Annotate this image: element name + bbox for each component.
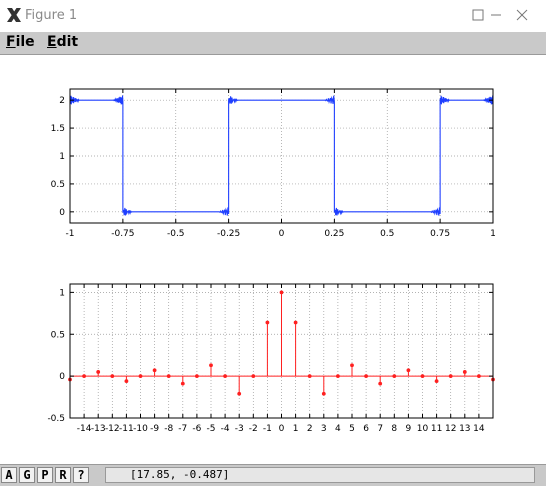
x-tick-label: -2 [249, 424, 258, 434]
x-tick-label: -0.75 [111, 229, 134, 239]
stem-marker [434, 379, 439, 384]
stem-marker [406, 368, 411, 373]
x-app-icon [7, 8, 21, 22]
stem-marker [82, 374, 86, 379]
stem-marker [223, 374, 228, 379]
x-tick-label: -1 [66, 229, 75, 239]
x-tick-label: -10 [133, 424, 148, 434]
title-bar: Figure 1 [0, 0, 546, 32]
x-tick-label: 3 [321, 424, 327, 434]
x-tick-label: 5 [349, 424, 355, 434]
stem-marker [251, 374, 256, 379]
y-tick-label: 0 [59, 208, 65, 218]
stem-marker [293, 320, 298, 325]
stem-marker [307, 374, 312, 379]
x-tick-label: -13 [91, 424, 106, 434]
grid-button[interactable]: G [19, 467, 35, 483]
stem-marker [152, 368, 157, 373]
axis-button[interactable]: A [1, 467, 17, 483]
y-tick-label: 1.5 [51, 124, 65, 134]
x-tick-label: -3 [235, 424, 244, 434]
fourier-coefficients-stem-plot: -14 -13 -12 -11 -10 -9 -8 -7 -6 -5 -4 -3 -2 -1 0 1 2 3 4 5 6… [47, 283, 495, 434]
stem-marker [448, 374, 453, 379]
x-tick-label: 7 [377, 424, 383, 434]
x-tick-label: 0.25 [324, 229, 344, 239]
figure-canvas[interactable]: -1 -0.75 -0.5 -0.25 0 0.25 0.5 0.75 100.511.52 -… [0, 55, 546, 463]
stem-marker [336, 374, 340, 379]
y-tick-label: 0.5 [51, 330, 65, 340]
close-button[interactable] [504, 4, 538, 26]
x-tick-label: 10 [417, 424, 429, 434]
x-tick-label: 14 [473, 424, 485, 434]
stem-marker [237, 391, 242, 396]
x-tick-label: -9 [150, 424, 159, 434]
x-tick-label: 4 [335, 424, 341, 434]
stem-marker [96, 370, 101, 374]
y-tick-label: -0.5 [47, 414, 65, 424]
window-title: Figure 1 [25, 8, 78, 23]
x-tick-label: 0 [279, 424, 285, 434]
rotate-button[interactable]: R [55, 467, 71, 483]
stem-marker [265, 320, 270, 325]
stem-marker [195, 374, 199, 379]
x-tick-label: -0.25 [217, 229, 240, 239]
stem-marker [477, 374, 481, 379]
stem-marker [378, 381, 383, 386]
square-wave-line [69, 95, 494, 216]
x-tick-label: -11 [119, 424, 134, 434]
maximize-button[interactable] [461, 4, 495, 26]
menu-bar: File Edit [0, 32, 546, 55]
stem-marker [420, 374, 425, 379]
status-bar: A G P R ? [17.85, -0.487] [0, 464, 546, 486]
x-tick-label: 1 [293, 424, 299, 434]
x-tick-label: -5 [207, 424, 216, 434]
menu-edit[interactable]: Edit [47, 34, 79, 50]
x-tick-label: 13 [459, 424, 470, 434]
x-tick-label: 11 [431, 424, 442, 434]
x-tick-label: 1 [490, 229, 496, 239]
y-tick-label: 2 [59, 96, 65, 106]
pan-button[interactable]: P [37, 467, 53, 483]
x-tick-label: -7 [178, 424, 187, 434]
stem-marker [364, 374, 368, 379]
x-tick-label: 0.5 [380, 229, 394, 239]
x-tick-label: 0.75 [430, 229, 450, 239]
stem-marker [350, 363, 354, 368]
square-wave-plot: -1 -0.75 -0.5 -0.25 0 0.25 0.5 0.75 1 0 0.5 1 1.5 2 [51, 88, 496, 239]
x-tick-label: -4 [221, 424, 230, 434]
x-tick-label: -8 [164, 424, 173, 434]
stem-marker [279, 290, 284, 295]
y-tick-label: 1 [59, 288, 65, 298]
x-tick-label: 2 [307, 424, 313, 434]
coordinate-readout: [17.85, -0.487] [105, 467, 535, 483]
x-tick-label: 12 [445, 424, 456, 434]
stem-marker [462, 370, 467, 374]
x-tick-label: 8 [391, 424, 397, 434]
stem-marker [392, 374, 397, 379]
stem-marker [180, 381, 185, 386]
help-button[interactable]: ? [73, 467, 89, 483]
x-tick-label: 9 [406, 424, 412, 434]
x-tick-label: -1 [263, 424, 272, 434]
stem-marker [166, 374, 171, 379]
stem-marker [138, 374, 143, 379]
stem-marker [110, 374, 115, 379]
stem-marker [209, 363, 213, 368]
x-tick-label: 0 [279, 229, 285, 239]
y-tick-label: 0 [59, 372, 65, 382]
x-tick-label: -14 [77, 424, 92, 434]
stem-marker [124, 379, 129, 384]
x-tick-label: -6 [192, 424, 201, 434]
stem-marker [321, 391, 326, 396]
x-tick-label: -0.5 [167, 229, 185, 239]
y-tick-label: 0.5 [51, 180, 65, 190]
x-tick-label: 6 [363, 424, 369, 434]
y-tick-label: 1 [59, 152, 65, 162]
x-tick-label: -12 [105, 424, 120, 434]
minimize-button[interactable] [467, 4, 501, 26]
menu-file[interactable]: File [6, 34, 35, 50]
